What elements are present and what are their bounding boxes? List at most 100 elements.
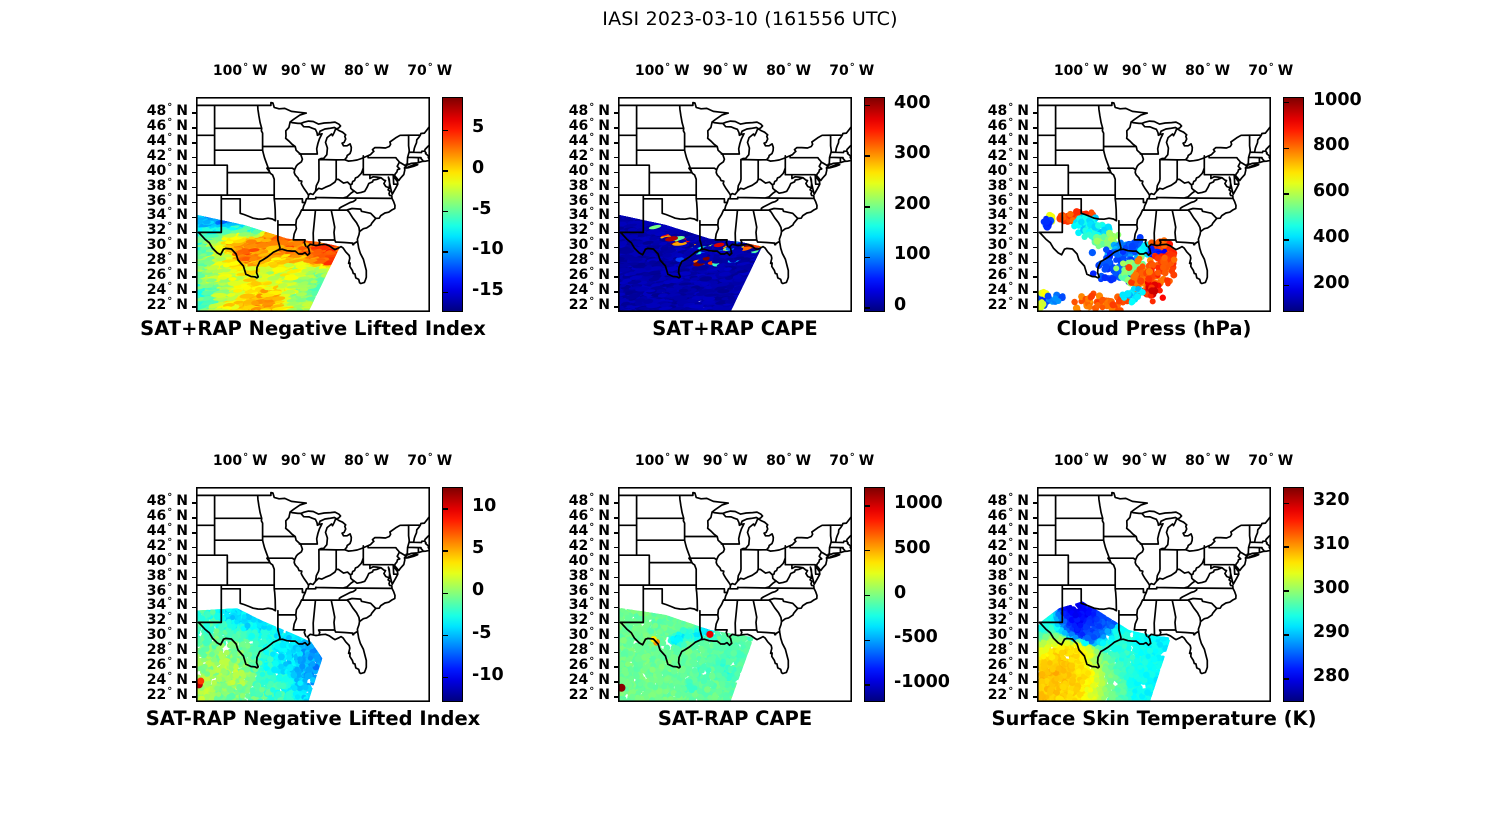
lat-tick-mark	[1033, 546, 1037, 549]
lat-tick-label: 44° N	[568, 521, 610, 539]
us-states-map-svg	[196, 97, 430, 312]
degree-symbol: °	[167, 581, 173, 593]
colorbar-tick-label: 600	[1313, 181, 1350, 202]
lon-tick-label: 80° W	[344, 62, 390, 79]
panel-sat-minus-rap-cape: 100° W 90° W 80° W 70° W 48° N 46° N 44° N 42° N 40° N 38°…	[569, 452, 950, 730]
state-borders	[618, 491, 852, 675]
degree-symbol: °	[1008, 176, 1014, 188]
panel-cloud-press: 100° W 90° W 80° W 70° W 48° N 46° N 44° N 42° N 40° N 38°…	[988, 62, 1362, 340]
degree-symbol: °	[167, 491, 173, 503]
lat-tick-mark	[614, 517, 618, 519]
colorbar-tick-label: 5	[472, 117, 485, 138]
degree-symbol: °	[1205, 62, 1211, 73]
degree-symbol: °	[1084, 452, 1090, 463]
lon-tick-label: 100° W	[634, 452, 690, 469]
lat-tick-mark	[1033, 261, 1037, 263]
lat-tick-mark	[1033, 517, 1037, 519]
lat-tick-mark	[614, 216, 618, 219]
lat-tick-label: 44° N	[987, 521, 1029, 539]
state-borders	[196, 101, 430, 285]
degree-symbol: °	[665, 452, 671, 463]
lat-tick-label: 26° N	[146, 266, 188, 284]
degree-symbol: °	[167, 656, 173, 668]
lat-tick-label: 32° N	[568, 611, 610, 629]
lat-tick-label: 40° N	[987, 161, 1029, 179]
degree-symbol: °	[589, 551, 595, 563]
lat-tick-mark	[192, 127, 196, 129]
degree-symbol: °	[1205, 452, 1211, 463]
colorbar-tick-mark	[865, 549, 870, 552]
lat-tick-label: 48° N	[987, 491, 1029, 509]
panel-title-sat-plus-rap-nli: SAT+RAP Negative Lifted Index	[140, 317, 486, 340]
map-frame	[1037, 487, 1271, 702]
degree-symbol: °	[1008, 641, 1014, 653]
state-borders	[196, 491, 430, 675]
lat-tick-mark	[1033, 127, 1037, 129]
lon-tick-label: 90° W	[280, 452, 326, 469]
lat-tick-label: 26° N	[568, 266, 610, 284]
degree-symbol: °	[1008, 581, 1014, 593]
degree-symbol: °	[167, 116, 173, 128]
colorbar-tick-mark	[865, 505, 870, 507]
us-states-map-svg	[1037, 97, 1271, 312]
degree-symbol: °	[589, 566, 595, 578]
colorbar-tick-mark	[865, 307, 870, 309]
degree-symbol: °	[589, 506, 595, 518]
lat-tick-label: 24° N	[987, 671, 1029, 689]
colorbar-tick-label: -15	[472, 279, 504, 300]
map-frame	[196, 97, 430, 312]
panel-title-sat-minus-rap-nli: SAT-RAP Negative Lifted Index	[145, 707, 481, 730]
degree-symbol: °	[589, 101, 595, 113]
map-frame	[196, 487, 430, 702]
colorbar-tick-label: 280	[1313, 665, 1350, 686]
lat-tick-label: 46° N	[568, 506, 610, 524]
lat-tick-mark	[192, 591, 196, 594]
degree-symbol: °	[1008, 266, 1014, 278]
degree-symbol: °	[589, 536, 595, 548]
lat-tick-mark	[1033, 186, 1037, 189]
lon-tick-label: 90° W	[1121, 62, 1167, 79]
lat-tick-mark	[614, 112, 618, 114]
scatter-canvas-sat-plus-rap-nli	[196, 97, 430, 312]
lat-tick-mark	[614, 666, 618, 668]
lat-tick-mark	[614, 186, 618, 189]
colorbar-tick-mark	[865, 256, 870, 259]
lat-tick-mark	[614, 246, 618, 249]
lon-tick-label: 100° W	[634, 62, 690, 79]
lat-tick-mark	[1033, 621, 1037, 624]
degree-symbol: °	[1008, 281, 1014, 293]
lat-tick-mark	[1033, 636, 1037, 639]
colorbar-sat-plus-rap-nli	[442, 97, 463, 312]
colorbar-gradient	[443, 488, 462, 701]
degree-symbol: °	[1008, 101, 1014, 113]
us-states-map-svg	[196, 487, 430, 702]
figure-title: IASI 2023-03-10 (161556 UTC)	[602, 8, 898, 30]
lat-tick-label: 24° N	[568, 281, 610, 299]
colorbar-tick-mark	[443, 210, 448, 213]
degree-symbol: °	[589, 656, 595, 668]
lat-tick-label: 38° N	[568, 176, 610, 194]
lat-tick-label: 36° N	[568, 581, 610, 599]
colorbar-tick-label: 310	[1313, 534, 1350, 555]
degree-symbol: °	[665, 62, 671, 73]
degree-symbol: °	[167, 611, 173, 623]
lat-tick-label: 30° N	[987, 236, 1029, 254]
degree-symbol: °	[589, 491, 595, 503]
lat-tick-label: 32° N	[987, 611, 1029, 629]
lat-tick-label: 22° N	[987, 296, 1029, 314]
lat-tick-mark	[614, 502, 618, 504]
lat-tick-label: 32° N	[987, 221, 1029, 239]
degree-symbol: °	[243, 452, 249, 463]
colorbar-tick-label: -10	[472, 664, 504, 685]
lat-tick-label: 42° N	[987, 146, 1029, 164]
colorbar-tick-label: 0	[894, 294, 907, 315]
lat-tick-label: 26° N	[568, 656, 610, 674]
colorbar-tick-mark	[1284, 101, 1289, 104]
lat-tick-mark	[1033, 291, 1037, 293]
degree-symbol: °	[589, 521, 595, 533]
colorbar-tick-label: -1000	[894, 672, 950, 693]
state-borders	[618, 101, 852, 285]
lat-tick-label: 22° N	[568, 296, 610, 314]
lat-tick-label: 40° N	[568, 161, 610, 179]
